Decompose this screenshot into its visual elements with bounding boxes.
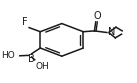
Text: HO: HO — [1, 51, 15, 60]
Text: N: N — [108, 27, 115, 37]
Text: F: F — [22, 17, 28, 27]
Text: OH: OH — [35, 62, 49, 71]
Text: O: O — [94, 11, 101, 21]
Text: B: B — [28, 54, 35, 64]
